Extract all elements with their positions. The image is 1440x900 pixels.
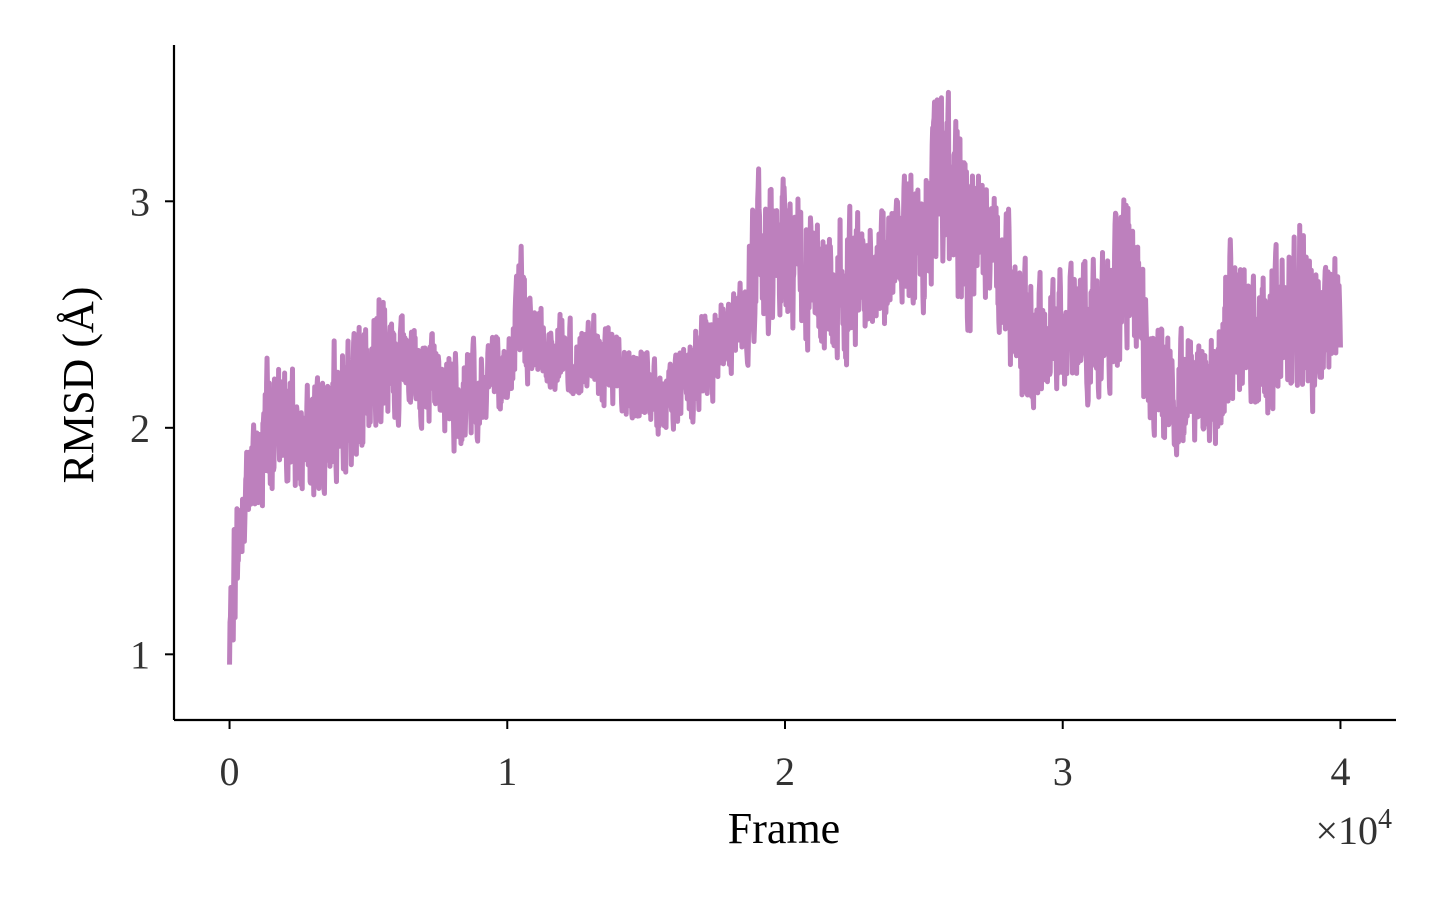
- y-axis-ticks: 1 2 3: [130, 179, 174, 677]
- x-multiplier-exponent: 4: [1378, 804, 1392, 835]
- x-tick-label: 2: [775, 749, 795, 794]
- rmsd-series-line: [227, 89, 1343, 665]
- y-tick-label: 1: [130, 632, 150, 677]
- y-axis-label: RMSD (Å): [54, 287, 103, 484]
- x-multiplier-base: ×10: [1315, 808, 1378, 853]
- x-axis-ticks: 0 1 2 3 4: [220, 720, 1350, 794]
- y-tick-label: 3: [130, 179, 150, 224]
- x-tick-label: 1: [497, 749, 517, 794]
- x-axis-multiplier: ×104: [1315, 804, 1392, 853]
- y-tick-label: 2: [130, 406, 150, 451]
- x-axis-label: Frame: [728, 804, 840, 853]
- x-tick-label: 0: [220, 749, 240, 794]
- x-tick-label: 4: [1330, 749, 1350, 794]
- x-tick-label: 3: [1053, 749, 1073, 794]
- plot-area: [227, 89, 1343, 665]
